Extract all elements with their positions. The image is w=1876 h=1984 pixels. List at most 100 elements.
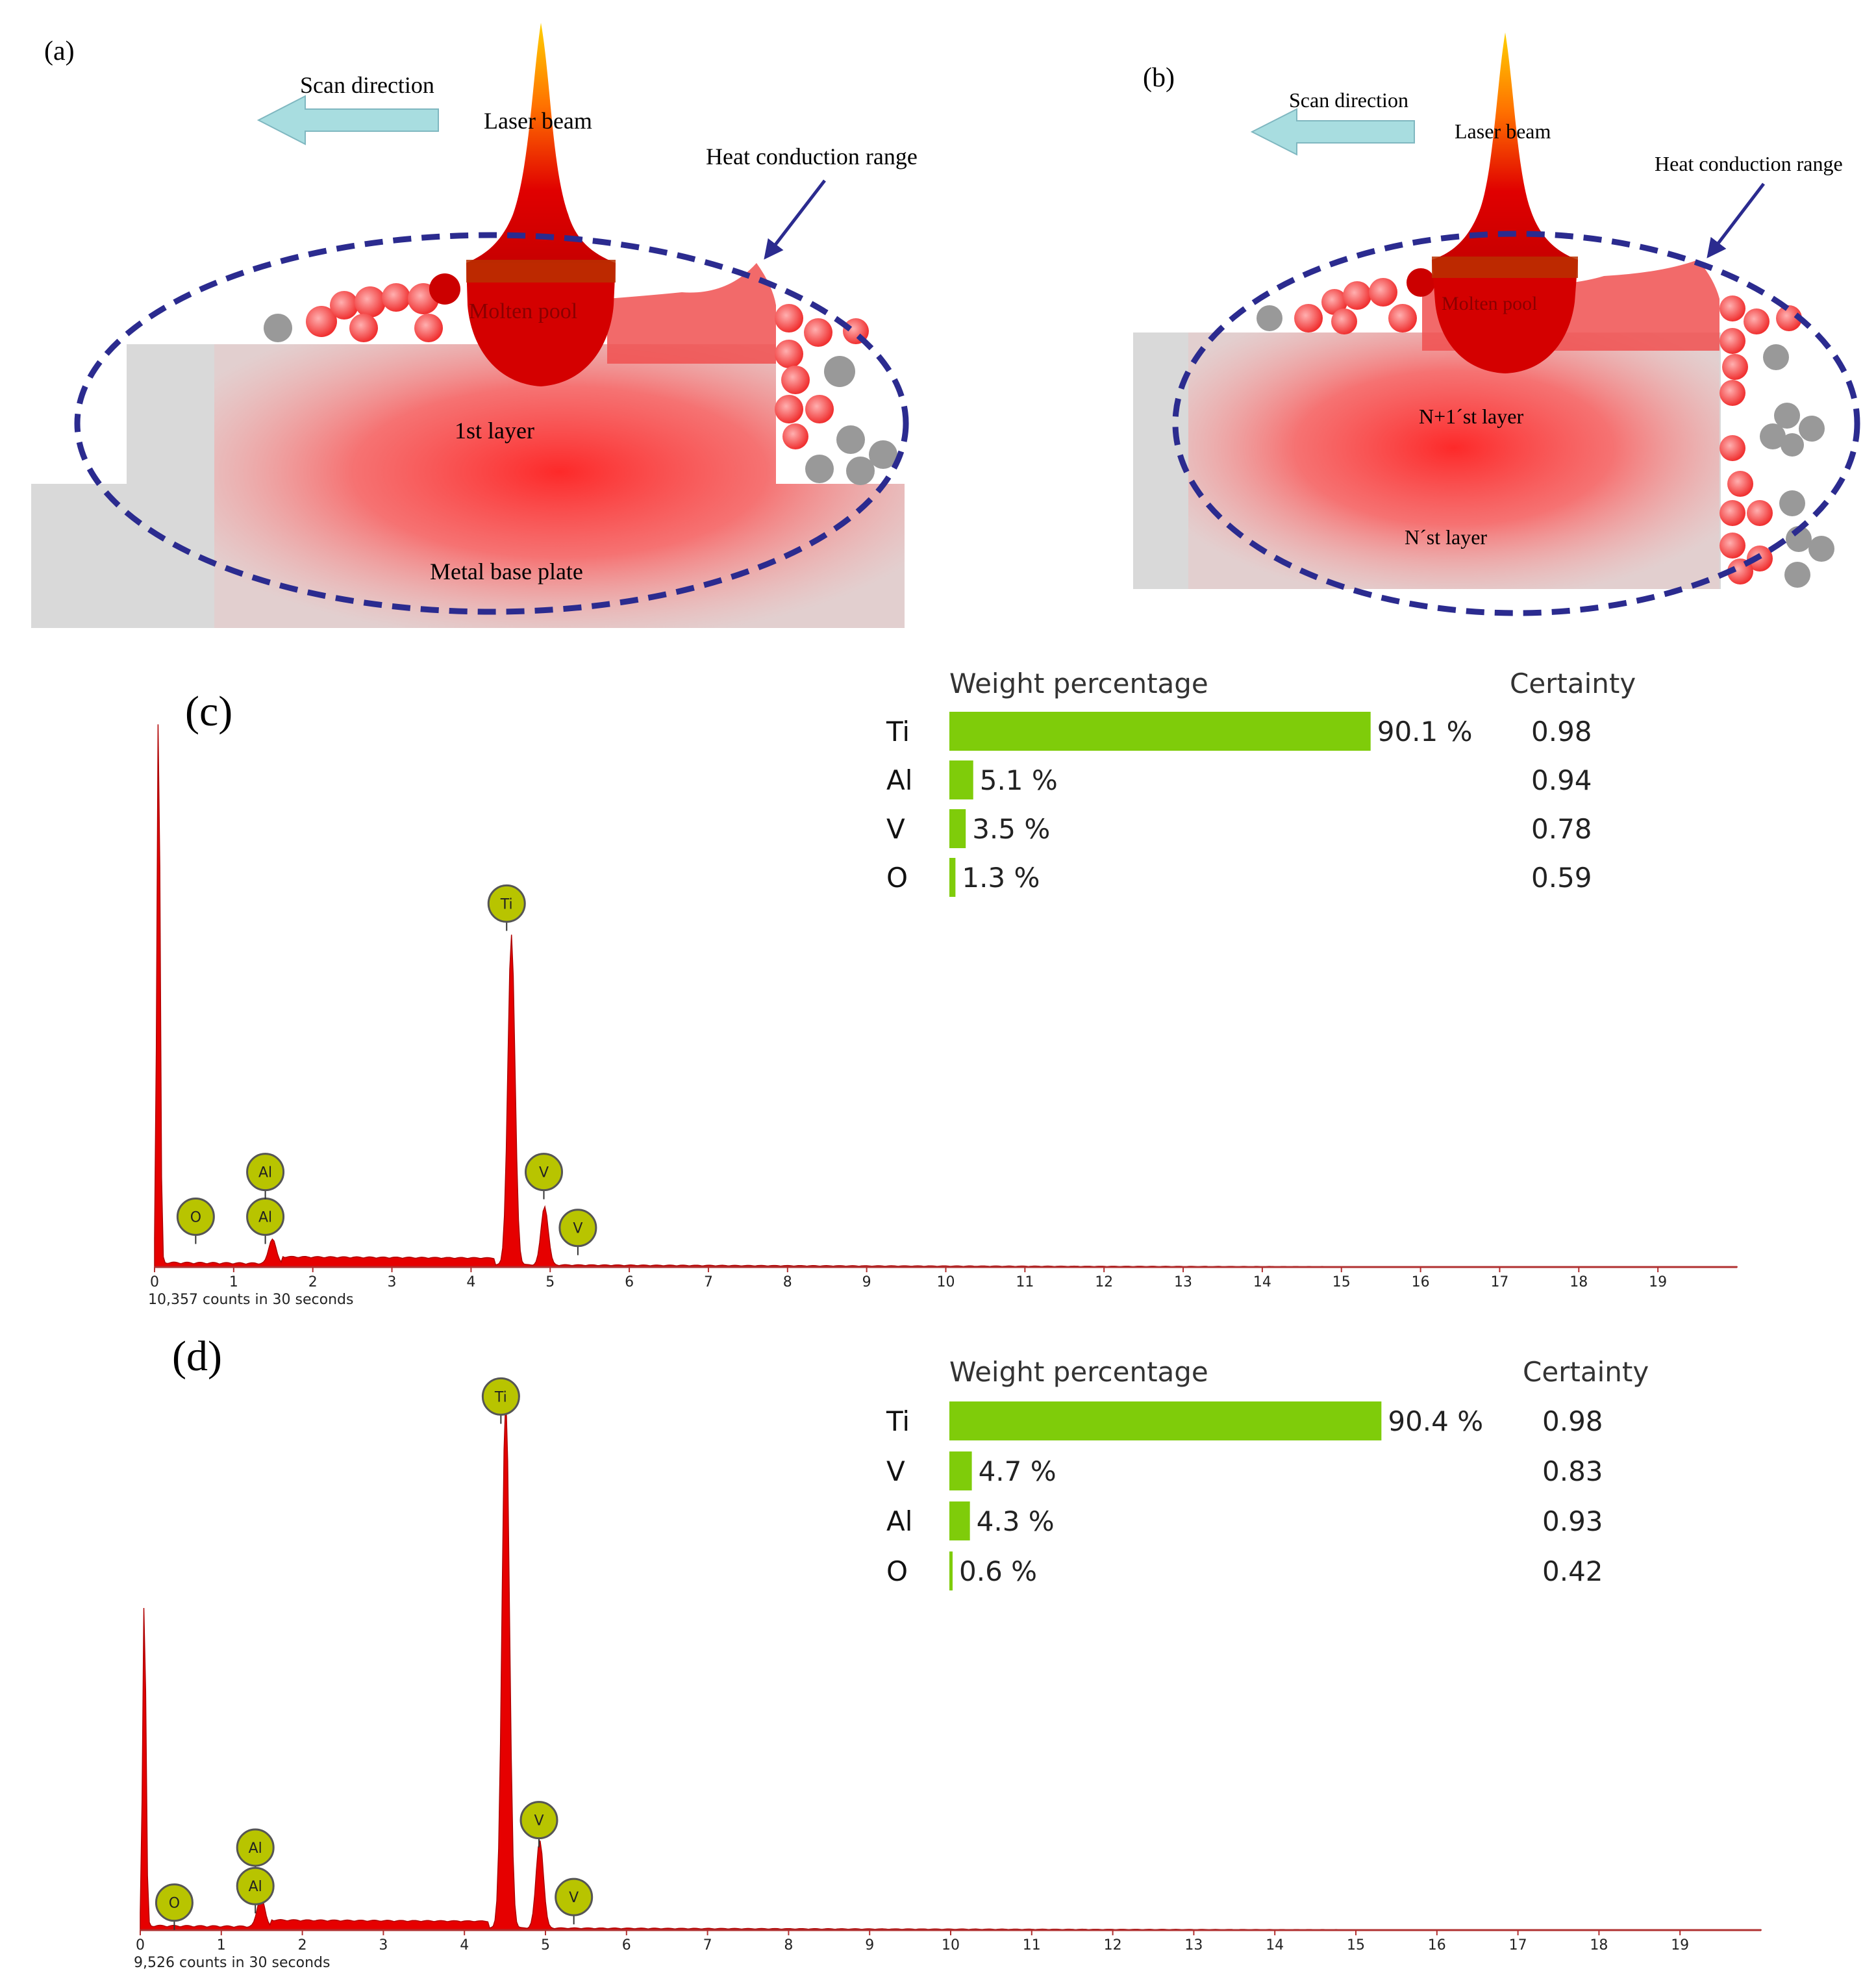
weight-table-d: Weight percentage Certainty Ti 90.4 % 0.98 V 4… [886, 1356, 1649, 1590]
element-marker-label: Al [258, 1165, 272, 1181]
x-tick-label: 11 [1023, 1937, 1041, 1953]
x-tick-label: 13 [1184, 1937, 1203, 1953]
x-tick-label: 16 [1428, 1937, 1446, 1953]
element-marker [236, 1828, 275, 1867]
element-label: O [886, 1555, 908, 1587]
element-marker [246, 1153, 285, 1192]
x-tick-label: 19 [1649, 1274, 1667, 1290]
x-tick-label: 17 [1509, 1937, 1527, 1953]
weight-value-label: 5.1 % [980, 764, 1058, 796]
panel-d-label: (d) [172, 1333, 222, 1380]
x-tick-label: 17 [1490, 1274, 1508, 1290]
element-label: V [886, 813, 905, 845]
weight-percentage-header: Weight percentage [949, 1356, 1208, 1388]
x-tick-label: 0 [150, 1274, 159, 1290]
x-tick-label: 11 [1016, 1274, 1034, 1290]
weight-value-label: 90.4 % [1388, 1405, 1483, 1437]
x-tick-label: 6 [625, 1274, 634, 1290]
x-tick-label: 3 [379, 1937, 388, 1953]
heat-conduction-ellipse-a [74, 232, 909, 615]
x-tick-label: 14 [1266, 1937, 1284, 1953]
certainty-value: 0.78 [1531, 813, 1592, 845]
laser-beam-label-b: Laser beam [1455, 119, 1551, 143]
heat-region [214, 344, 905, 628]
certainty-value: 0.42 [1542, 1555, 1603, 1587]
element-marker-label: V [534, 1813, 544, 1829]
weight-bar [949, 712, 1371, 751]
element-marker [555, 1877, 594, 1916]
element-label: Ti [886, 716, 910, 747]
x-tick-label: 16 [1412, 1274, 1430, 1290]
x-tick-label: 2 [308, 1274, 318, 1290]
weight-value-label: 4.7 % [979, 1455, 1057, 1487]
n-layer-label: N´st layer [1405, 525, 1487, 549]
element-marker [487, 884, 526, 923]
weight-table-c: Weight percentage Certainty Ti 90.1 % 0.98 Al… [886, 668, 1636, 897]
panel-a-label: (a) [44, 36, 75, 66]
x-tick-label: 4 [466, 1274, 475, 1290]
element-marker-label: Al [249, 1879, 262, 1895]
spectrum-trace [154, 724, 1738, 1268]
scan-direction-label-a: Scan direction [300, 72, 434, 98]
laser-beam-b [1432, 32, 1578, 260]
x-tick-label: 15 [1347, 1937, 1365, 1953]
x-tick-label: 7 [704, 1274, 713, 1290]
weight-bar [949, 1401, 1382, 1440]
weight-value-label: 4.3 % [977, 1505, 1055, 1537]
x-tick-label: 6 [622, 1937, 631, 1953]
panel-d: (d) Weight percentage Certainty Ti 90.4 % 0.… [134, 1333, 1762, 1971]
certainty-header: Certainty [1523, 1356, 1649, 1388]
element-marker [519, 1801, 558, 1840]
x-tick-label: 15 [1332, 1274, 1351, 1290]
heat-conduction-label-a: Heat conduction range [706, 144, 918, 170]
counts-caption: 10,357 counts in 30 seconds [148, 1292, 353, 1308]
element-marker-label: O [169, 1896, 180, 1912]
laser-beam-a [466, 23, 616, 263]
certainty-header: Certainty [1510, 668, 1636, 699]
counts-caption: 9,526 counts in 30 seconds [134, 1955, 330, 1971]
x-tick-label: 8 [783, 1274, 792, 1290]
panel-b: (b) [1133, 32, 1860, 616]
element-marker-label: Ti [494, 1389, 507, 1405]
element-marker-label: Al [258, 1210, 272, 1226]
certainty-value: 0.94 [1531, 764, 1592, 796]
x-tick-label: 13 [1174, 1274, 1192, 1290]
certainty-value: 0.59 [1531, 862, 1592, 894]
n-plus-1-layer-label: N+1´st layer [1419, 405, 1523, 428]
element-label: V [886, 1455, 905, 1487]
x-tick-label: 8 [784, 1937, 793, 1953]
weight-value-label: 0.6 % [959, 1555, 1037, 1587]
powder-particles-a [264, 273, 897, 485]
certainty-value: 0.98 [1542, 1405, 1603, 1437]
x-tick-label: 12 [1095, 1274, 1113, 1290]
x-tick-label: 10 [937, 1274, 955, 1290]
certainty-value: 0.83 [1542, 1455, 1603, 1487]
x-tick-label: 3 [388, 1274, 397, 1290]
scan-direction-arrow-b [1250, 108, 1415, 156]
element-marker-label: O [190, 1210, 201, 1226]
element-label: Ti [886, 1405, 910, 1437]
element-marker-label: V [539, 1165, 549, 1181]
element-marker-label: Ti [500, 896, 513, 912]
x-tick-label: 18 [1590, 1937, 1608, 1953]
x-tick-label: 1 [229, 1274, 238, 1290]
weight-bar [949, 858, 956, 897]
x-tick-label: 5 [545, 1274, 555, 1290]
laser-beam-label-a: Laser beam [484, 108, 592, 134]
panel-c-label: (c) [185, 688, 232, 735]
x-tick-label: 2 [298, 1937, 307, 1953]
panel-b-label: (b) [1143, 63, 1175, 93]
x-tick-label: 18 [1570, 1274, 1588, 1290]
x-tick-label: 12 [1104, 1937, 1122, 1953]
first-layer-label: 1st layer [455, 418, 534, 444]
x-tick-label: 9 [865, 1937, 874, 1953]
element-label: Al [886, 764, 912, 796]
element-marker [525, 1153, 564, 1192]
certainty-value: 0.93 [1542, 1505, 1603, 1537]
panel-a: (a) [31, 23, 918, 628]
element-marker [176, 1198, 215, 1237]
element-label: O [886, 862, 908, 894]
element-marker-label: V [573, 1221, 582, 1237]
